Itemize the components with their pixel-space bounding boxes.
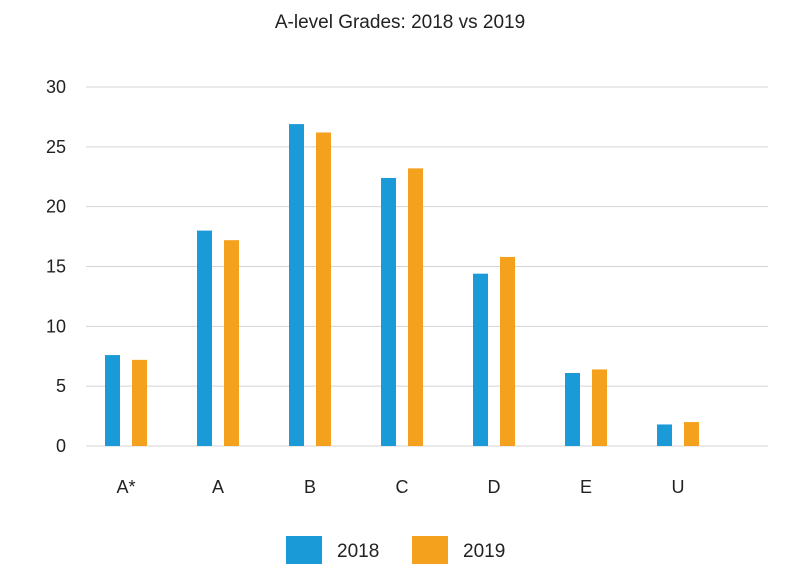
bar-2019-D — [500, 256, 515, 446]
bar-2018-B — [289, 124, 304, 446]
x-tick-label: A* — [116, 477, 135, 497]
legend-swatch-2019 — [412, 536, 448, 564]
chart-title: A-level Grades: 2018 vs 2019 — [275, 12, 525, 33]
bar-2018-D — [473, 273, 488, 446]
bar-2018-U — [657, 424, 672, 446]
bar-2019-U — [684, 422, 699, 446]
x-tick-label: B — [304, 477, 316, 497]
x-tick-label: D — [488, 477, 501, 497]
x-tick-label: A — [212, 477, 224, 497]
legend-swatch-2018 — [286, 536, 322, 564]
x-tick-label: U — [672, 477, 685, 497]
bars — [105, 124, 699, 447]
bar-2019-B — [316, 132, 331, 446]
bar-2018-A — [197, 230, 212, 446]
bar-2019-E — [592, 369, 607, 446]
y-tick-label: 15 — [46, 257, 66, 277]
bar-2018-E — [565, 373, 580, 446]
legend: 2018 2019 — [286, 536, 505, 564]
y-tick-label: 10 — [46, 316, 66, 336]
y-tick-label: 5 — [56, 376, 66, 396]
bar-2019-A* — [132, 359, 147, 446]
x-tick-label: E — [580, 477, 592, 497]
gridlines — [86, 86, 768, 447]
bar-2019-C — [408, 168, 423, 446]
y-tick-label: 0 — [56, 436, 66, 456]
y-tick-label: 25 — [46, 137, 66, 157]
legend-label: 2018 — [337, 541, 379, 562]
legend-label: 2019 — [463, 541, 505, 562]
y-tick-label: 20 — [46, 197, 66, 217]
x-tick-label: C — [396, 477, 409, 497]
bar-2018-C — [381, 177, 396, 447]
bar-2019-A — [224, 240, 239, 446]
bar-2018-A* — [105, 355, 120, 446]
y-tick-label: 30 — [46, 77, 66, 97]
y-axis-ticks: 0 5 10 15 20 25 30 — [46, 77, 66, 456]
x-axis-ticks: A* A B C D E U — [116, 477, 684, 497]
